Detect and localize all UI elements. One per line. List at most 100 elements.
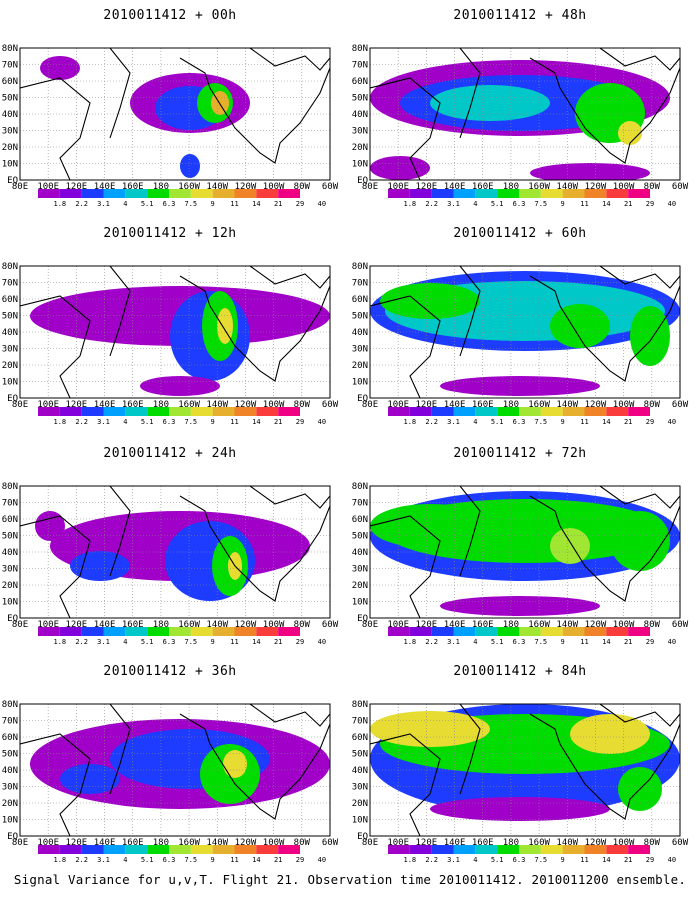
lat-label: 60N [352, 77, 368, 87]
coastline [20, 48, 330, 180]
lon-label: 160E [472, 620, 494, 630]
colorbar-label: 7.5 [185, 856, 198, 864]
lon-label: 160E [472, 838, 494, 848]
lat-label: 40N [352, 548, 368, 558]
lat-label: 20N [2, 581, 18, 591]
panel-title: 2010011412 + 84h [453, 664, 587, 679]
lon-label: 80E [362, 620, 378, 630]
colorbar-swatch [540, 845, 563, 854]
colorbar-label: 21 [624, 418, 632, 426]
colorbar-label: 21 [274, 200, 282, 208]
lon-label: 120E [66, 620, 88, 630]
colorbar-label: 2.2 [425, 856, 438, 864]
colorbar-swatch [147, 627, 169, 636]
lon-label: 120W [585, 838, 607, 848]
colorbar-label: 40 [668, 200, 676, 208]
lat-label: 40N [2, 548, 18, 558]
colorbar-swatch [497, 845, 519, 854]
lon-label: 120W [585, 620, 607, 630]
colorbar-swatch [562, 407, 585, 416]
lon-label: 100W [263, 620, 285, 630]
lat-label: 30N [2, 345, 18, 355]
lon-label: 160W [528, 400, 550, 410]
lon-label: 100E [37, 620, 59, 630]
lat-label: 70N [2, 717, 18, 727]
coastline [370, 704, 680, 836]
colorbar-label: 11 [230, 418, 238, 426]
lat-label: 20N [352, 581, 368, 591]
colorbar-swatch [475, 189, 498, 198]
lat-label: 20N [352, 143, 368, 153]
colorbar-swatch [562, 627, 585, 636]
colorbar-swatch [81, 407, 104, 416]
colorbar-swatch [584, 189, 607, 198]
colorbar-swatch [431, 407, 454, 416]
colorbar-label: 6.3 [513, 856, 526, 864]
colorbar-swatch [169, 627, 191, 636]
lat-label: 60N [2, 515, 18, 525]
colorbar-swatch [59, 407, 82, 416]
colorbar-label: 29 [646, 200, 654, 208]
lon-label: 140E [94, 182, 116, 192]
lat-label: 60N [352, 515, 368, 525]
lat-label: 50N [2, 312, 18, 322]
lon-label: 100E [387, 838, 409, 848]
lat-label: 30N [352, 783, 368, 793]
colorbar-swatch [409, 845, 432, 854]
lon-label: 80W [294, 620, 311, 630]
lon-label: 60W [672, 400, 689, 410]
colorbar-label: 9 [561, 638, 565, 646]
colorbar-label: 5.1 [491, 856, 504, 864]
colorbar-label: 6.3 [163, 638, 176, 646]
colorbar-label: 7.5 [185, 638, 198, 646]
colorbar-label: 11 [580, 856, 588, 864]
lat-label: 70N [2, 279, 18, 289]
lat-label: 20N [2, 143, 18, 153]
lat-label: EQ [7, 176, 18, 186]
lat-label: 50N [352, 532, 368, 542]
variance-region [380, 283, 480, 319]
colorbar-swatch [453, 407, 476, 416]
lat-label: 40N [2, 328, 18, 338]
lon-label: 60W [672, 838, 689, 848]
colorbar-swatch [125, 845, 148, 854]
lat-label: 10N [352, 378, 368, 388]
colorbar-label: 2.2 [75, 638, 88, 646]
lat-label: 80N [352, 700, 368, 710]
lat-label: 30N [352, 127, 368, 137]
map-panel: 2010011412 + 48h 80N 70N 60N 50N 40N 30N 20N 10N… [350, 8, 690, 230]
lat-label: 30N [352, 565, 368, 575]
colorbar-label: 14 [252, 200, 260, 208]
colorbar-swatch [453, 845, 476, 854]
colorbar-swatch [147, 407, 169, 416]
lon-label: 180 [153, 182, 169, 192]
colorbar-label: 4 [123, 200, 127, 208]
lat-label: 10N [352, 816, 368, 826]
lat-label: 10N [2, 816, 18, 826]
colorbar-label: 29 [296, 856, 304, 864]
colorbar-swatch [497, 407, 519, 416]
lon-label: 80W [644, 838, 661, 848]
panel-title: 2010011412 + 24h [103, 446, 237, 461]
colorbar-label: 2.2 [425, 418, 438, 426]
variance-region [618, 121, 642, 145]
lat-label: 70N [352, 717, 368, 727]
lat-label: 80N [2, 262, 18, 272]
lon-label: 120W [585, 400, 607, 410]
lat-label: 10N [352, 160, 368, 170]
colorbar-label: 1.8 [54, 856, 67, 864]
colorbar-label: 2.2 [425, 200, 438, 208]
lat-label: 20N [2, 799, 18, 809]
lat-label: 70N [352, 499, 368, 509]
colorbar-swatch [38, 189, 60, 198]
lon-label: 120E [66, 838, 88, 848]
colorbar-swatch [59, 845, 82, 854]
lon-label: 180 [153, 400, 169, 410]
colorbar-label: 14 [602, 638, 610, 646]
colorbar-label: 5.1 [141, 200, 154, 208]
variance-region [430, 85, 550, 121]
colorbar-swatch [278, 845, 300, 854]
lon-label: 80W [644, 620, 661, 630]
lat-label: 70N [352, 279, 368, 289]
